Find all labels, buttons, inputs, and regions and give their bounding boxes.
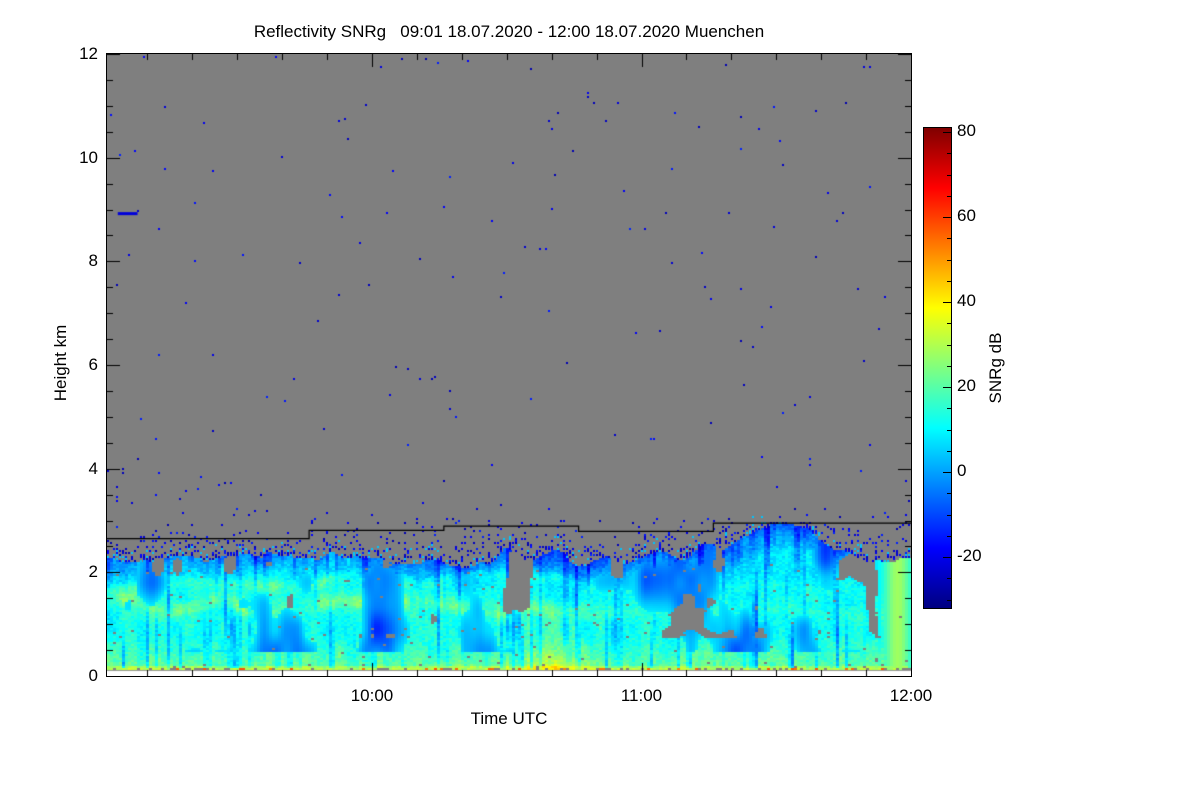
colorbar-tick [947, 536, 951, 537]
colorbar-tick [943, 387, 951, 388]
colorbar-gradient [924, 128, 951, 608]
colorbar-tick [947, 281, 951, 282]
colorbar-tick [943, 472, 951, 473]
colorbar-tick [947, 323, 951, 324]
y-tick-label: 6 [88, 355, 98, 374]
y-tick-label: 4 [88, 458, 98, 478]
colorbar [923, 127, 952, 609]
colorbar-tick [947, 345, 951, 346]
colorbar-axis-label: SNRg dB [986, 332, 1005, 404]
colorbar-tick [947, 600, 951, 601]
colorbar-tick [947, 451, 951, 452]
colorbar-tick [947, 578, 951, 579]
colorbar-tick-label: -20 [957, 546, 982, 566]
colorbar-tick-label: 20 [957, 376, 976, 396]
colorbar-tick [943, 302, 951, 303]
colorbar-tick [947, 408, 951, 409]
y-tick-label: 10 [79, 147, 98, 167]
colorbar-tick-label: 0 [957, 461, 967, 481]
colorbar-tick [947, 260, 951, 261]
y-tick-label: 2 [88, 562, 98, 582]
colorbar-tick [947, 515, 951, 516]
colorbar-tick [947, 175, 951, 176]
plot-area [106, 53, 912, 677]
colorbar-tick-label: 40 [957, 291, 976, 311]
chart-title: Reflectivity SNRg 09:01 18.07.2020 - 12:… [253, 22, 765, 41]
colorbar-tick [947, 493, 951, 494]
y-tick-label: 0 [88, 666, 98, 685]
colorbar-tick [947, 196, 951, 197]
x-tick-label: 10:00 [350, 686, 394, 705]
y-tick-label: 8 [88, 251, 98, 271]
colorbar-tick [943, 557, 951, 558]
colorbar-tick-label: 60 [957, 206, 976, 226]
colorbar-tick [947, 153, 951, 154]
colorbar-tick [943, 132, 951, 133]
colorbar-tick [947, 430, 951, 431]
x-tick-label: 12:00 [889, 686, 933, 705]
heatmap-canvas [107, 54, 911, 676]
x-tick-label: 11:00 [620, 686, 663, 705]
colorbar-tick [943, 217, 951, 218]
colorbar-tick-label: 80 [957, 121, 976, 141]
colorbar-tick [947, 238, 951, 239]
x-axis-label: Time UTC [470, 709, 548, 728]
y-tick-label: 12 [79, 44, 98, 63]
colorbar-tick [947, 366, 951, 367]
